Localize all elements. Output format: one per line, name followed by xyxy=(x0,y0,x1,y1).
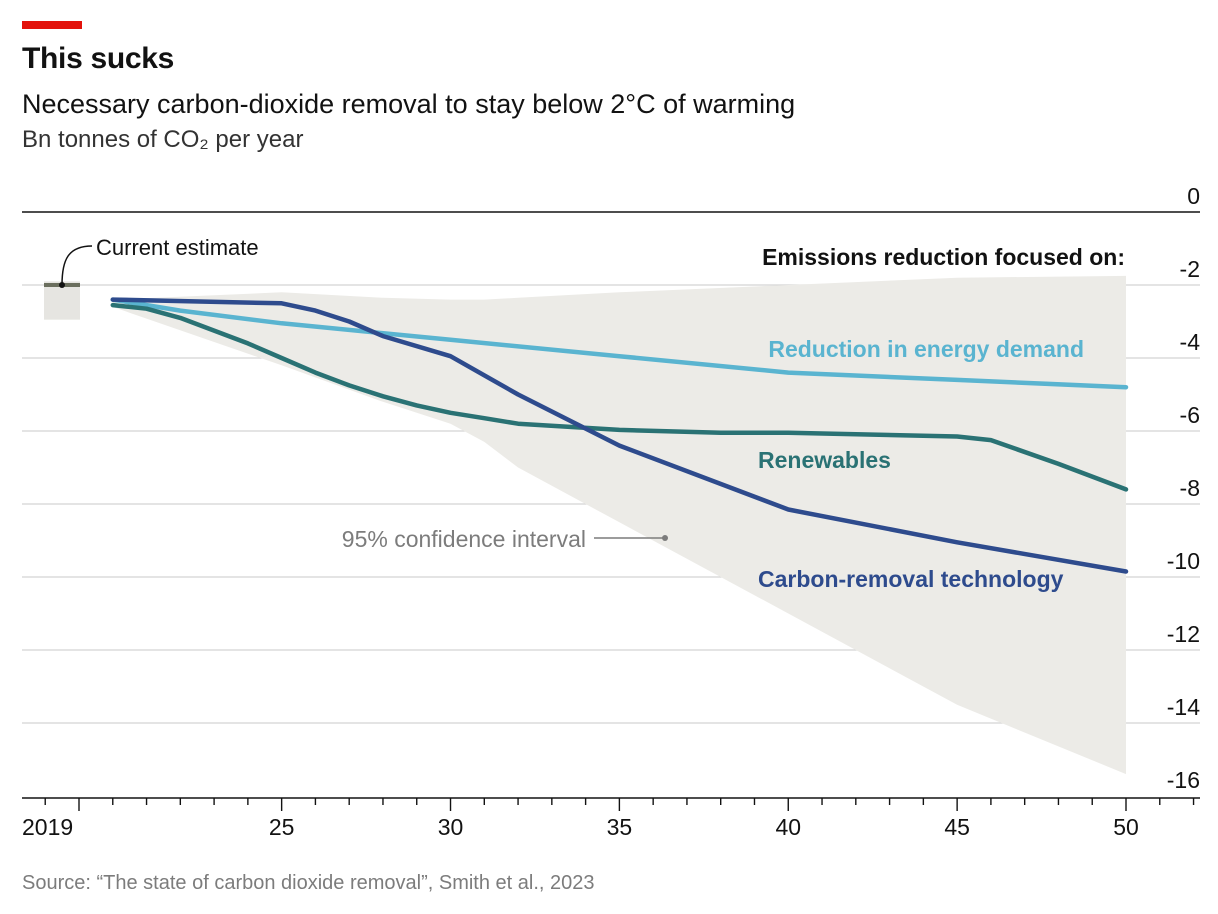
y-tick-label: -4 xyxy=(1180,329,1201,355)
annotations: Emissions reduction focused on: Reductio… xyxy=(96,235,1125,592)
series-lines xyxy=(110,297,1129,574)
x-tick-label: 2019 xyxy=(22,814,73,840)
chart-title: This sucks xyxy=(22,42,175,75)
confidence-band xyxy=(112,275,1127,775)
source-note: Source: “The state of carbon dioxide rem… xyxy=(22,872,595,894)
y-tick-label: -8 xyxy=(1180,475,1200,501)
series-line-carbon-removal-technology xyxy=(110,297,1129,574)
confidence-interval-area xyxy=(112,275,1127,775)
y-tick-label: -14 xyxy=(1167,694,1200,720)
x-axis: 2019 25 30 35 40 45 50 xyxy=(22,797,1200,840)
x-tick-label: 45 xyxy=(944,814,970,840)
series-line-renewables xyxy=(110,302,1129,492)
x-tick-label: 50 xyxy=(1113,814,1139,840)
x-tick-label: 30 xyxy=(438,814,464,840)
series-label-renewables: Renewables xyxy=(758,447,891,473)
current-estimate-leader xyxy=(61,245,93,286)
current-estimate-dot xyxy=(59,282,65,288)
y-tick-label: -12 xyxy=(1167,621,1200,647)
legend-title: Emissions reduction focused on: xyxy=(762,244,1125,270)
brand-accent-bar xyxy=(22,21,82,29)
confidence-interval-label: 95% confidence interval xyxy=(342,526,586,552)
y-axis-tick-labels: 0 -2 -4 -6 -8 -10 -12 -14 -16 xyxy=(1167,183,1200,793)
y-tick-label: -6 xyxy=(1180,402,1200,428)
chart-unit-label: Bn tonnes of CO₂ per year xyxy=(22,126,304,153)
chart-subtitle: Necessary carbon-dioxide removal to stay… xyxy=(22,89,796,119)
confidence-interval-leader-dot xyxy=(662,535,668,541)
series-label-carbon-removal: Carbon-removal technology xyxy=(758,566,1064,592)
y-tick-label: 0 xyxy=(1187,183,1200,209)
x-tick-label: 35 xyxy=(607,814,633,840)
series-line-reduction-in-energy-demand xyxy=(110,297,1129,390)
current-estimate xyxy=(44,245,93,320)
y-tick-label: -16 xyxy=(1167,767,1200,793)
x-tick-label: 40 xyxy=(775,814,801,840)
y-tick-label: -2 xyxy=(1180,256,1200,282)
y-tick-label: -10 xyxy=(1167,548,1200,574)
current-estimate-label: Current estimate xyxy=(96,235,259,260)
series-label-energy-demand: Reduction in energy demand xyxy=(768,336,1084,362)
x-tick-label: 25 xyxy=(269,814,295,840)
